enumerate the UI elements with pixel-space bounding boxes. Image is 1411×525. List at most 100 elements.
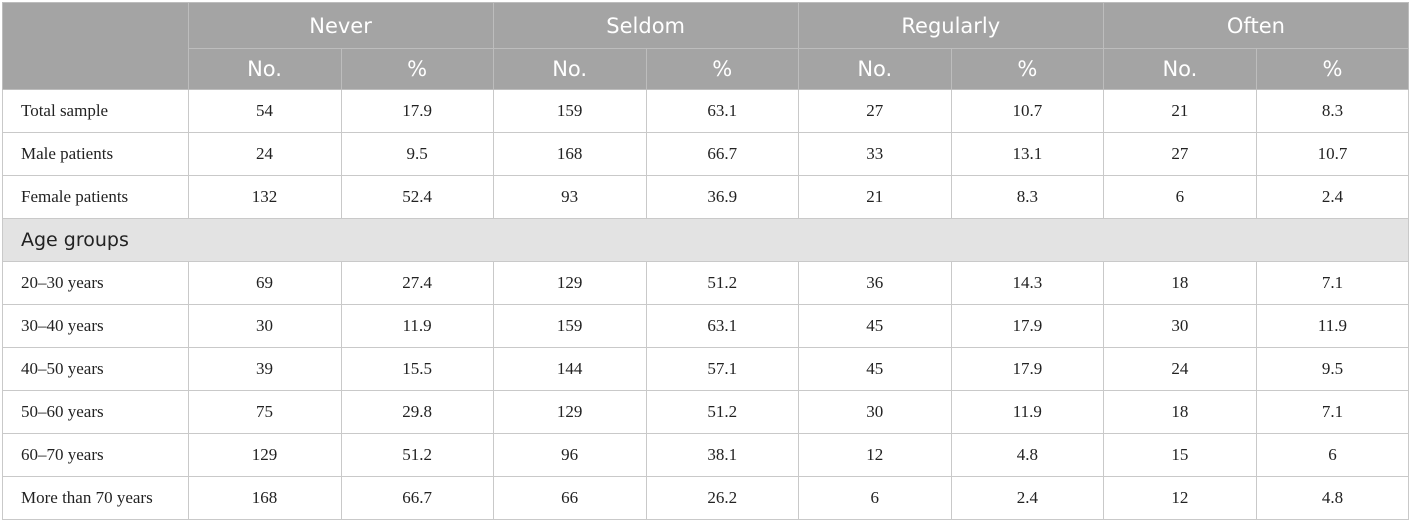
cell-count: 129 [492, 390, 647, 434]
cell-count: 27 [797, 89, 952, 133]
row-label: More than 70 years [2, 476, 189, 520]
cell-count: 15 [1102, 433, 1257, 477]
header-sub-percent: % [645, 48, 799, 90]
cell-percent: 13.1 [950, 132, 1104, 176]
table-row: Female patients 132 52.4 93 36.9 21 8.3 6 2.4 [2, 175, 1410, 219]
cell-count: 93 [492, 175, 647, 219]
cell-percent: 10.7 [950, 89, 1104, 133]
table-body: Total sample 54 17.9 159 63.1 27 10.7 21 8.3 Male… [2, 89, 1410, 520]
cell-count: 30 [1102, 304, 1257, 348]
table-row: 40–50 years 39 15.5 144 57.1 45 17.9 24 9.5 [2, 347, 1410, 391]
cell-count: 24 [1102, 347, 1257, 391]
cell-count: 75 [187, 390, 342, 434]
cell-percent: 4.8 [950, 433, 1104, 477]
cell-count: 6 [1102, 175, 1257, 219]
cell-count: 45 [797, 347, 952, 391]
section-label: Age groups [2, 218, 1409, 262]
header-regularly: Regularly [797, 2, 1104, 49]
header-never: Never [187, 2, 494, 49]
table-row: Total sample 54 17.9 159 63.1 27 10.7 21 8.3 [2, 89, 1410, 133]
cell-percent: 11.9 [950, 390, 1104, 434]
row-label: 30–40 years [2, 304, 189, 348]
cell-percent: 11.9 [340, 304, 494, 348]
table-row: 60–70 years 129 51.2 96 38.1 12 4.8 15 6 [2, 433, 1410, 477]
cell-percent: 26.2 [645, 476, 799, 520]
table-header: Never Seldom Regularly Often No. % No. %… [2, 2, 1410, 90]
cell-count: 18 [1102, 390, 1257, 434]
cell-percent: 8.3 [950, 175, 1104, 219]
cell-percent: 11.9 [1255, 304, 1410, 348]
cell-count: 24 [187, 132, 342, 176]
header-corner [2, 2, 189, 90]
cell-percent: 10.7 [1255, 132, 1410, 176]
cell-percent: 6 [1255, 433, 1410, 477]
cell-percent: 51.2 [645, 390, 799, 434]
cell-percent: 66.7 [645, 132, 799, 176]
cell-percent: 17.9 [340, 89, 494, 133]
header-often: Often [1102, 2, 1410, 49]
cell-percent: 17.9 [950, 304, 1104, 348]
table-row: 20–30 years 69 27.4 129 51.2 36 14.3 18 7.1 [2, 261, 1410, 305]
row-label: Total sample [2, 89, 189, 133]
cell-count: 129 [187, 433, 342, 477]
cell-percent: 29.8 [340, 390, 494, 434]
cell-percent: 63.1 [645, 304, 799, 348]
cell-count: 129 [492, 261, 647, 305]
cell-percent: 57.1 [645, 347, 799, 391]
cell-count: 96 [492, 433, 647, 477]
header-sub-no: No. [492, 48, 647, 90]
table-row: 30–40 years 30 11.9 159 63.1 45 17.9 30 11.9 [2, 304, 1410, 348]
cell-count: 69 [187, 261, 342, 305]
cell-count: 168 [492, 132, 647, 176]
cell-percent: 7.1 [1255, 390, 1410, 434]
header-sub-percent: % [340, 48, 494, 90]
cell-count: 27 [1102, 132, 1257, 176]
cell-count: 132 [187, 175, 342, 219]
table-row: Male patients 24 9.5 168 66.7 33 13.1 27 10.7 [2, 132, 1410, 176]
cell-count: 21 [1102, 89, 1257, 133]
header-sub-no: No. [797, 48, 952, 90]
row-label: Female patients [2, 175, 189, 219]
cell-count: 12 [1102, 476, 1257, 520]
cell-count: 168 [187, 476, 342, 520]
cell-percent: 63.1 [645, 89, 799, 133]
cell-count: 30 [797, 390, 952, 434]
header-row-sub: No. % No. % No. % No. % [3, 48, 1410, 90]
header-row-groups: Never Seldom Regularly Often [2, 2, 1410, 90]
cell-count: 33 [797, 132, 952, 176]
cell-percent: 27.4 [340, 261, 494, 305]
cell-count: 159 [492, 89, 647, 133]
cell-count: 12 [797, 433, 952, 477]
cell-percent: 52.4 [340, 175, 494, 219]
header-sub-no: No. [1102, 48, 1257, 90]
header-sub-percent: % [1255, 48, 1410, 90]
cell-count: 21 [797, 175, 952, 219]
row-label: 60–70 years [2, 433, 189, 477]
header-seldom: Seldom [492, 2, 799, 49]
cell-count: 54 [187, 89, 342, 133]
header-sub-no: No. [187, 48, 342, 90]
cell-count: 18 [1102, 261, 1257, 305]
row-label: 40–50 years [2, 347, 189, 391]
cell-percent: 2.4 [1255, 175, 1410, 219]
cell-percent: 15.5 [340, 347, 494, 391]
row-label: 50–60 years [2, 390, 189, 434]
cell-percent: 36.9 [645, 175, 799, 219]
row-label: 20–30 years [2, 261, 189, 305]
cell-percent: 66.7 [340, 476, 494, 520]
cell-percent: 51.2 [645, 261, 799, 305]
row-label: Male patients [2, 132, 189, 176]
cell-count: 30 [187, 304, 342, 348]
table-row: More than 70 years 168 66.7 66 26.2 6 2.4 12 4.8 [2, 476, 1410, 520]
cell-count: 6 [797, 476, 952, 520]
cell-count: 159 [492, 304, 647, 348]
cell-percent: 7.1 [1255, 261, 1410, 305]
cell-percent: 14.3 [950, 261, 1104, 305]
cell-count: 36 [797, 261, 952, 305]
cell-percent: 9.5 [340, 132, 494, 176]
cell-percent: 17.9 [950, 347, 1104, 391]
cell-percent: 9.5 [1255, 347, 1410, 391]
cell-percent: 4.8 [1255, 476, 1410, 520]
